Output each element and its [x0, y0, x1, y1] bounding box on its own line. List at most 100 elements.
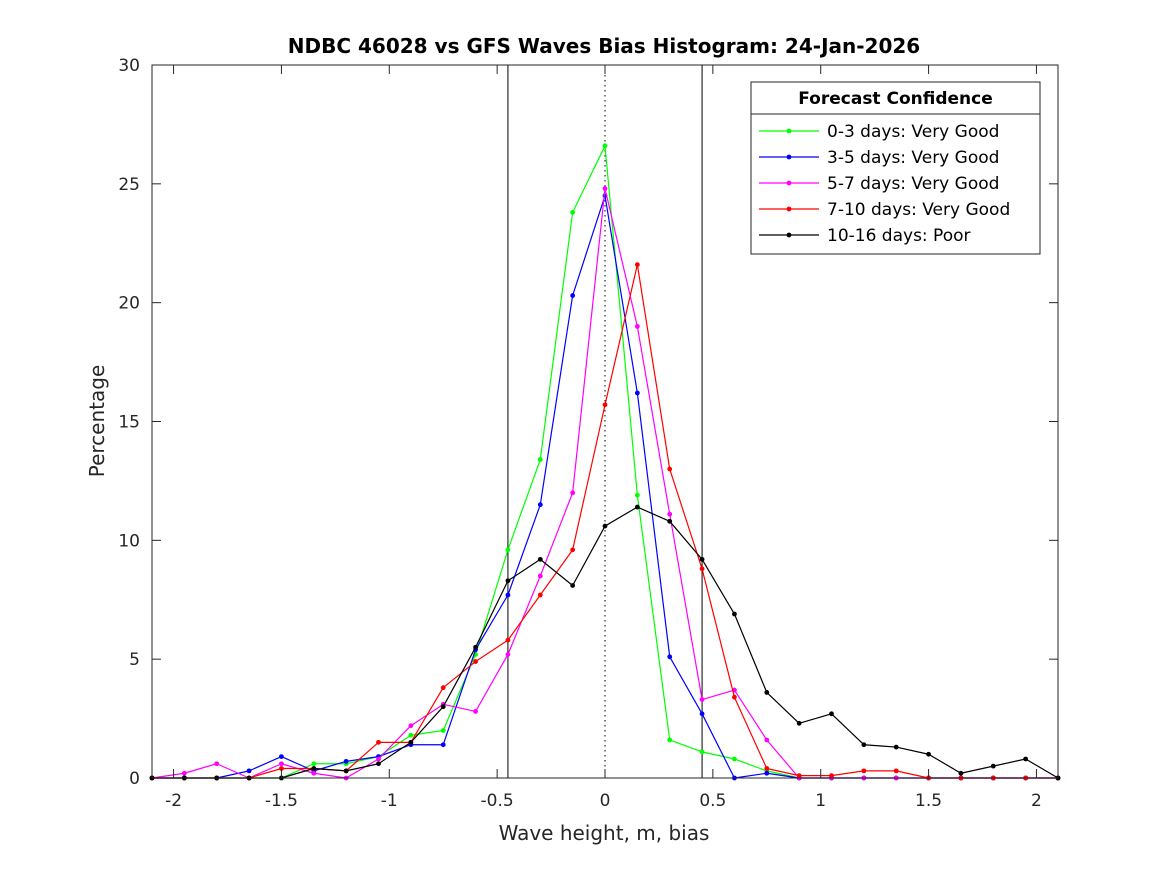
data-point: [667, 654, 673, 660]
data-point: [408, 739, 414, 745]
data-point: [570, 547, 576, 553]
data-point: [473, 659, 478, 664]
data-point: [602, 186, 608, 191]
data-point: [893, 744, 899, 750]
data-point: [473, 644, 478, 650]
data-point: [505, 652, 511, 657]
data-point: [570, 293, 576, 298]
legend-swatch-marker: [786, 232, 792, 238]
data-point: [634, 324, 640, 329]
y-tick-label: 10: [118, 531, 140, 551]
legend-swatch-marker: [786, 180, 792, 186]
data-point: [505, 547, 511, 553]
data-point: [181, 770, 187, 776]
data-point: [602, 523, 608, 529]
data-point: [408, 723, 414, 729]
chart-title: NDBC 46028 vs GFS Waves Bias Histogram: …: [288, 34, 920, 58]
data-point: [343, 758, 349, 764]
data-point: [764, 737, 770, 743]
x-tick-label: -2: [165, 791, 182, 811]
data-point: [279, 754, 284, 760]
data-point: [958, 770, 964, 776]
data-point: [861, 742, 867, 748]
data-point: [602, 402, 608, 408]
data-point: [440, 728, 446, 733]
legend-label: 5-7 days: Very Good: [827, 174, 999, 194]
data-point: [667, 511, 673, 517]
data-point: [537, 457, 543, 462]
y-tick-label: 0: [129, 769, 140, 789]
data-point: [926, 751, 931, 757]
data-point: [570, 490, 576, 496]
legend-item: 3-5 days: Very Good: [759, 148, 999, 168]
data-point: [473, 709, 478, 714]
x-tick-label: 2: [1031, 791, 1042, 811]
y-tick-label: 15: [118, 413, 140, 433]
data-point: [537, 502, 543, 508]
data-point: [440, 742, 446, 748]
x-tick-label: -1: [381, 791, 398, 811]
data-point: [732, 694, 737, 700]
legend-item: 7-10 days: Very Good: [759, 200, 1010, 220]
data-point: [699, 566, 705, 572]
data-point: [732, 756, 737, 762]
data-point: [602, 143, 608, 149]
data-point: [440, 685, 446, 691]
x-tick-label: -1.5: [265, 791, 298, 811]
legend: Forecast Confidence 0-3 days: Very Good 3…: [750, 81, 1041, 255]
y-tick-label: 5: [129, 650, 140, 670]
data-point: [214, 761, 220, 767]
data-point: [861, 768, 867, 774]
x-tick-label: 0: [600, 791, 611, 811]
x-axis-label: Wave height, m, bias: [499, 821, 710, 845]
legend-label: 0-3 days: Very Good: [827, 122, 999, 142]
legend-item: 0-3 days: Very Good: [759, 122, 999, 142]
data-point: [376, 761, 381, 767]
data-point: [699, 711, 705, 717]
data-point: [343, 768, 349, 774]
x-tick-label: -0.5: [481, 791, 514, 811]
data-point: [505, 592, 511, 598]
x-tick-label: 1.5: [915, 791, 942, 811]
legend-box: [750, 81, 1041, 255]
legend-swatch-marker: [786, 128, 792, 134]
data-point: [246, 768, 252, 774]
legend-label: 7-10 days: Very Good: [827, 200, 1010, 220]
data-point: [537, 592, 543, 598]
legend-item: 10-16 days: Poor: [759, 226, 971, 246]
x-tick-label: 0.5: [699, 791, 726, 811]
data-point: [829, 711, 834, 717]
data-point: [634, 390, 640, 396]
data-point: [408, 732, 414, 738]
data-point: [764, 770, 770, 776]
data-point: [634, 262, 640, 268]
legend-title: Forecast Confidence: [798, 89, 993, 109]
data-point: [667, 466, 673, 472]
y-axis-label: Percentage: [85, 365, 109, 478]
data-point: [667, 737, 673, 743]
data-point: [732, 611, 737, 617]
data-point: [505, 637, 511, 643]
data-point: [570, 583, 576, 588]
data-point: [279, 766, 284, 771]
data-point: [796, 720, 802, 726]
legend-items: 0-3 days: Very Good 3-5 days: Very Good 5-…: [759, 122, 1010, 246]
data-point: [311, 770, 317, 776]
data-point: [764, 690, 770, 695]
data-point: [440, 704, 446, 710]
series-5: [149, 504, 1061, 781]
data-point: [699, 749, 705, 755]
data-point: [537, 556, 543, 562]
y-tick-label: 20: [118, 294, 140, 314]
data-point: [990, 763, 996, 769]
data-point: [311, 766, 317, 771]
series-layer: [149, 143, 1061, 781]
legend-swatch-marker: [786, 206, 792, 212]
data-point: [376, 756, 381, 762]
data-point: [667, 518, 673, 524]
data-point: [699, 697, 705, 702]
data-point: [699, 556, 705, 562]
data-point: [829, 773, 834, 779]
